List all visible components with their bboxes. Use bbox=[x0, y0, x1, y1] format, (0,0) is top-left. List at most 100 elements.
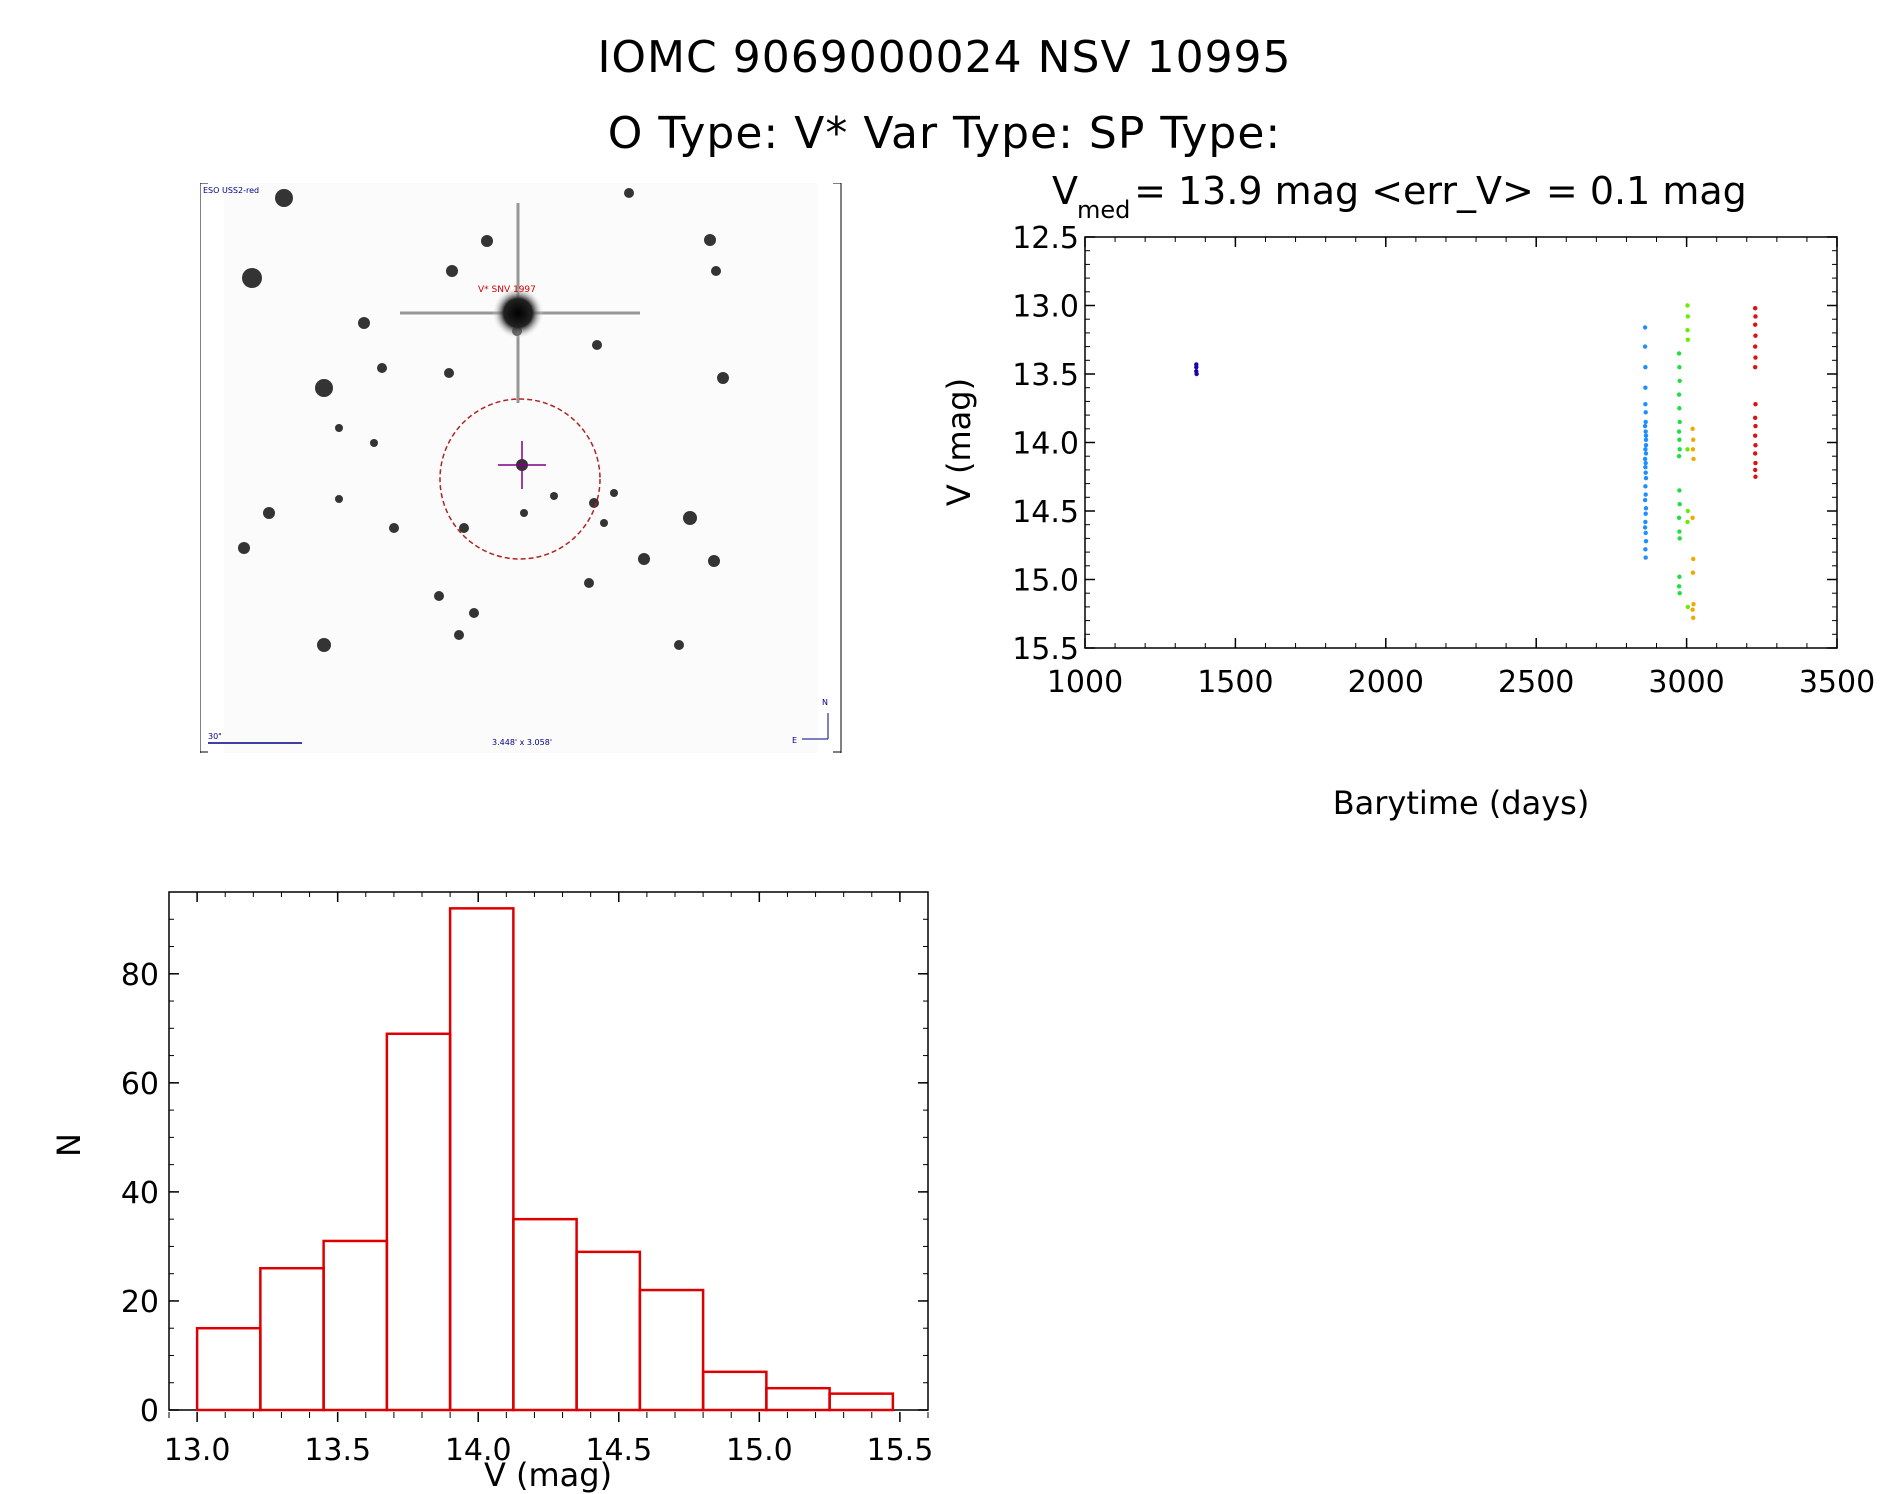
star-18 bbox=[589, 498, 599, 508]
lc-point bbox=[1752, 306, 1758, 311]
histogram-chart: 13.0 13.5 14.0 14.5 15.0 15.5 0 20 40 60 80 V (mag… bbox=[50, 891, 933, 1494]
lc-ytick-label: 15.5 bbox=[1012, 632, 1079, 667]
lc-ytick-label: 13.0 bbox=[1012, 290, 1079, 325]
star-24 bbox=[389, 523, 399, 533]
lc-point bbox=[1677, 529, 1682, 534]
histogram-bar bbox=[701, 1370, 768, 1412]
lc-xtick-label: 2500 bbox=[1498, 665, 1574, 700]
lc-point bbox=[1677, 488, 1682, 493]
lc-point bbox=[1643, 401, 1648, 407]
star-field bbox=[238, 188, 729, 652]
lc-point bbox=[1690, 570, 1696, 575]
lc-point bbox=[1643, 530, 1648, 536]
star-29 bbox=[434, 591, 444, 601]
hist-ytick-label: 80 bbox=[121, 958, 159, 993]
lc-point bbox=[1677, 364, 1682, 370]
compass-icon: N E bbox=[792, 698, 829, 745]
histogram-bar bbox=[195, 1326, 262, 1412]
star-7 bbox=[358, 317, 370, 329]
lc-xtick-label: 1500 bbox=[1197, 665, 1273, 700]
star-22 bbox=[238, 542, 250, 554]
hist-xtick-label: 13.0 bbox=[164, 1433, 231, 1468]
lc-point bbox=[1643, 447, 1648, 452]
lc-point bbox=[1752, 433, 1758, 438]
object-label: V* SNV 1997 bbox=[478, 285, 536, 295]
lc-point bbox=[1685, 604, 1691, 610]
hist-xtick-label: 14.0 bbox=[445, 1433, 512, 1468]
star-13 bbox=[592, 340, 602, 350]
star-19 bbox=[600, 519, 608, 527]
histogram-axes bbox=[168, 891, 929, 1411]
star-25 bbox=[638, 553, 650, 565]
lc-point bbox=[1752, 467, 1758, 473]
lc-point bbox=[1690, 447, 1696, 452]
star-31 bbox=[454, 630, 464, 640]
hist-xtick-label: 15.0 bbox=[726, 1433, 793, 1468]
lc-point bbox=[1691, 615, 1696, 621]
star-34 bbox=[370, 439, 378, 447]
star-10 bbox=[335, 424, 343, 432]
lc-point bbox=[1753, 314, 1758, 319]
lc-point bbox=[1677, 419, 1682, 425]
lc-point bbox=[1690, 426, 1695, 431]
lc-xtick-label: 2000 bbox=[1348, 665, 1424, 700]
lc-ytick-label: 15.0 bbox=[1012, 564, 1079, 599]
lc-point bbox=[1677, 406, 1682, 411]
star-11 bbox=[444, 368, 454, 378]
target-crosshair bbox=[498, 441, 546, 489]
lc-point bbox=[1676, 351, 1682, 356]
lc-point bbox=[1643, 460, 1648, 466]
lc-point bbox=[1642, 325, 1648, 330]
histogram-bar bbox=[512, 1217, 578, 1412]
light-curve-ylabel: V (mag) bbox=[940, 378, 978, 506]
star-3 bbox=[481, 235, 493, 247]
lc-xtick-label: 3500 bbox=[1799, 665, 1875, 700]
lc-point bbox=[1753, 333, 1758, 338]
lc-point bbox=[1685, 303, 1690, 308]
histogram-ylabel: N bbox=[50, 1133, 88, 1157]
survey-label: ESO USS2-red bbox=[203, 186, 259, 195]
lc-point bbox=[1676, 454, 1682, 459]
star-14 bbox=[717, 372, 729, 384]
lc-point bbox=[1642, 525, 1648, 530]
star-0 bbox=[275, 189, 293, 207]
lc-point bbox=[1691, 456, 1696, 462]
star-16 bbox=[520, 509, 528, 517]
light-curve-stats: V med = 13.9 mag <err_V> = 0.1 mag bbox=[1052, 170, 1747, 224]
lc-ytick-label: 12.5 bbox=[1012, 221, 1079, 256]
lc-point bbox=[1642, 456, 1648, 462]
hist-ytick-label: 20 bbox=[121, 1285, 159, 1320]
lc-point bbox=[1643, 364, 1648, 370]
star-1 bbox=[242, 268, 262, 288]
lc-point bbox=[1643, 470, 1648, 475]
lc-point bbox=[1753, 460, 1758, 466]
svg-text:= 13.9 mag <err_V> = 0.1 mag: = 13.9 mag <err_V> = 0.1 mag bbox=[1122, 170, 1747, 213]
lc-point bbox=[1643, 433, 1649, 438]
lc-point bbox=[1643, 443, 1649, 448]
lc-ytick-label: 13.5 bbox=[1012, 358, 1079, 393]
histogram-xlabel: V (mag) bbox=[484, 1456, 612, 1494]
star-20 bbox=[683, 511, 697, 525]
star-4 bbox=[624, 188, 634, 198]
lc-point bbox=[1685, 519, 1690, 525]
page-title: IOMC 9069000024 NSV 10995 bbox=[597, 32, 1292, 83]
lc-xtick-label: 1000 bbox=[1047, 665, 1123, 700]
star-23 bbox=[335, 495, 343, 503]
lc-ytick-label: 14.5 bbox=[1012, 495, 1079, 530]
star-26 bbox=[708, 555, 720, 567]
lc-point bbox=[1676, 515, 1682, 521]
lc-point bbox=[1753, 443, 1758, 448]
svg-text:N: N bbox=[822, 698, 828, 707]
lc-point bbox=[1643, 451, 1649, 456]
hist-xtick-label: 14.5 bbox=[585, 1433, 652, 1468]
lc-point bbox=[1194, 364, 1199, 370]
light-curve-axes bbox=[1084, 236, 1838, 649]
histogram-bar bbox=[575, 1250, 642, 1412]
lc-point bbox=[1677, 574, 1682, 579]
star-28 bbox=[469, 608, 479, 618]
svg-text:V: V bbox=[1052, 170, 1078, 213]
lc-point bbox=[1643, 538, 1649, 544]
lc-point bbox=[1677, 536, 1682, 541]
lc-point bbox=[1753, 401, 1758, 407]
lc-point bbox=[1677, 591, 1682, 596]
